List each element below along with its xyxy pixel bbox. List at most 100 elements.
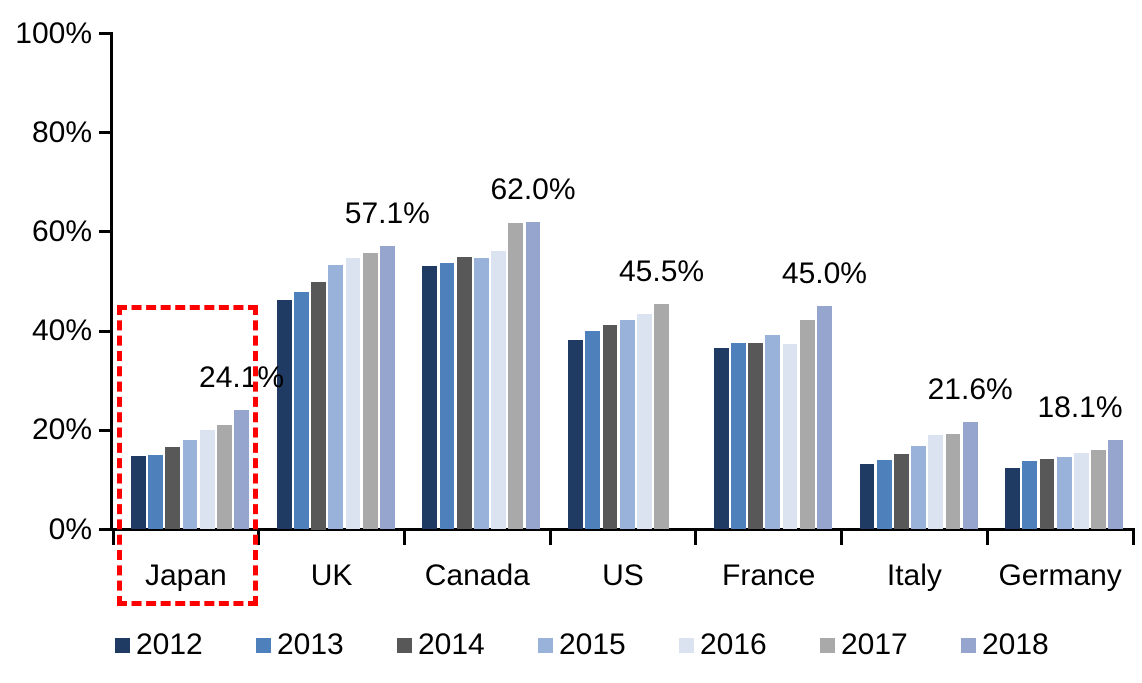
category-label-germany: Germany xyxy=(998,559,1122,592)
bar-2014-canada xyxy=(456,256,472,530)
bar-2015-uk xyxy=(328,265,344,530)
category-label-canada: Canada xyxy=(424,559,530,592)
category-label-france: France xyxy=(722,559,816,592)
y-axis-line xyxy=(110,32,113,531)
category-label-italy: Italy xyxy=(886,559,942,592)
legend-swatch-2013 xyxy=(256,638,271,653)
highlight-box-japan xyxy=(117,305,258,606)
bar-2012-japan xyxy=(131,456,146,530)
bar-2018-canada xyxy=(525,221,541,530)
bar-2013-uk xyxy=(293,291,309,530)
y-axis-tick-label: 60% xyxy=(31,214,92,248)
y-axis-tick-label: 80% xyxy=(31,115,92,149)
bar-2014-uk xyxy=(311,281,326,530)
x-axis-tick xyxy=(111,531,115,545)
x-axis-line xyxy=(110,528,1135,531)
legend-label-2013: 2013 xyxy=(277,628,344,661)
bar-2017-italy xyxy=(945,434,961,530)
bar-2013-japan xyxy=(148,455,163,530)
category-label-uk: UK xyxy=(310,559,353,592)
x-axis-tick xyxy=(694,531,698,545)
data-label-germany: 18.1% xyxy=(1037,390,1123,424)
bar-2017-germany xyxy=(1091,450,1107,530)
bar-2016-italy xyxy=(928,435,944,530)
bar-2014-us xyxy=(602,325,618,530)
category-label-us: US xyxy=(602,559,644,592)
data-label-us: 45.5% xyxy=(618,254,705,288)
x-axis-tick xyxy=(548,531,552,545)
legend-item-2016: 2016 xyxy=(679,630,799,660)
bar-2016-uk xyxy=(345,258,361,530)
legend-swatch-2015 xyxy=(538,638,553,653)
bar-2013-canada xyxy=(439,263,455,530)
bar-2013-us xyxy=(585,331,601,530)
legend-label-2014: 2014 xyxy=(418,628,485,661)
bar-2013-italy xyxy=(876,459,892,530)
bar-2017-us xyxy=(654,303,669,530)
bar-2015-italy xyxy=(911,446,926,530)
legend-label-2015: 2015 xyxy=(559,628,626,661)
bar-2018-france xyxy=(817,306,832,530)
bar-2015-us xyxy=(619,319,635,530)
legend-swatch-2016 xyxy=(679,638,694,653)
x-axis-tick xyxy=(1131,531,1135,545)
data-label-canada: 62.0% xyxy=(490,172,576,206)
legend-swatch-2012 xyxy=(115,638,130,653)
legend-swatch-2017 xyxy=(820,638,835,653)
bar-2015-france xyxy=(765,334,781,530)
bar-2015-japan xyxy=(182,440,198,530)
legend-item-2014: 2014 xyxy=(397,630,517,660)
bar-2014-germany xyxy=(1039,458,1055,530)
y-axis-tick xyxy=(99,329,113,333)
bar-2017-uk xyxy=(362,253,378,530)
data-label-japan: 24.1% xyxy=(199,360,285,394)
x-axis-tick xyxy=(840,531,844,545)
legend-item-2015: 2015 xyxy=(538,630,658,660)
bar-2012-germany xyxy=(1005,467,1021,530)
bar-2017-japan xyxy=(217,425,232,530)
legend-item-2013: 2013 xyxy=(256,630,376,660)
bar-2013-france xyxy=(731,342,746,530)
y-axis-tick xyxy=(99,230,113,234)
data-label-uk: 57.1% xyxy=(344,197,430,231)
x-axis-tick xyxy=(257,531,261,545)
x-axis-tick xyxy=(402,531,406,545)
bar-2012-us xyxy=(568,340,583,530)
legend-item-2018: 2018 xyxy=(961,630,1081,660)
bar-2018-germany xyxy=(1108,439,1124,530)
bar-2014-italy xyxy=(893,454,909,530)
bar-2012-uk xyxy=(276,299,292,530)
x-axis-tick xyxy=(985,531,989,545)
data-label-italy: 21.6% xyxy=(927,373,1013,407)
bar-2014-japan xyxy=(165,447,181,530)
legend-item-2017: 2017 xyxy=(820,630,940,660)
legend-label-2017: 2017 xyxy=(841,628,908,661)
bar-2016-canada xyxy=(491,251,507,530)
bar-2017-france xyxy=(799,319,815,530)
y-axis-tick-label: 100% xyxy=(15,16,92,50)
legend-swatch-2018 xyxy=(961,638,976,653)
bar-2012-italy xyxy=(859,464,875,530)
legend-label-2018: 2018 xyxy=(982,628,1049,661)
bar-2013-germany xyxy=(1022,460,1038,530)
bar-2018-uk xyxy=(379,246,395,530)
y-axis-tick-label: 0% xyxy=(48,512,92,546)
bar-2016-germany xyxy=(1074,453,1089,530)
bar-2012-france xyxy=(713,347,729,530)
y-axis-tick xyxy=(99,32,113,35)
bar-2012-canada xyxy=(422,265,438,530)
legend-label-2012: 2012 xyxy=(136,628,203,661)
bar-2017-canada xyxy=(508,223,524,530)
bar-2015-germany xyxy=(1056,456,1072,530)
data-label-france: 45.0% xyxy=(781,257,867,291)
y-axis-tick-label: 20% xyxy=(31,413,92,447)
bar-2014-france xyxy=(748,342,764,530)
bar-2018-italy xyxy=(962,422,978,530)
bar-2018-japan xyxy=(234,409,249,530)
bar-2016-france xyxy=(782,343,798,530)
legend-item-2012: 2012 xyxy=(115,630,235,660)
legend-label-2016: 2016 xyxy=(700,628,767,661)
legend-swatch-2014 xyxy=(397,638,412,653)
bar-2016-us xyxy=(636,313,652,530)
